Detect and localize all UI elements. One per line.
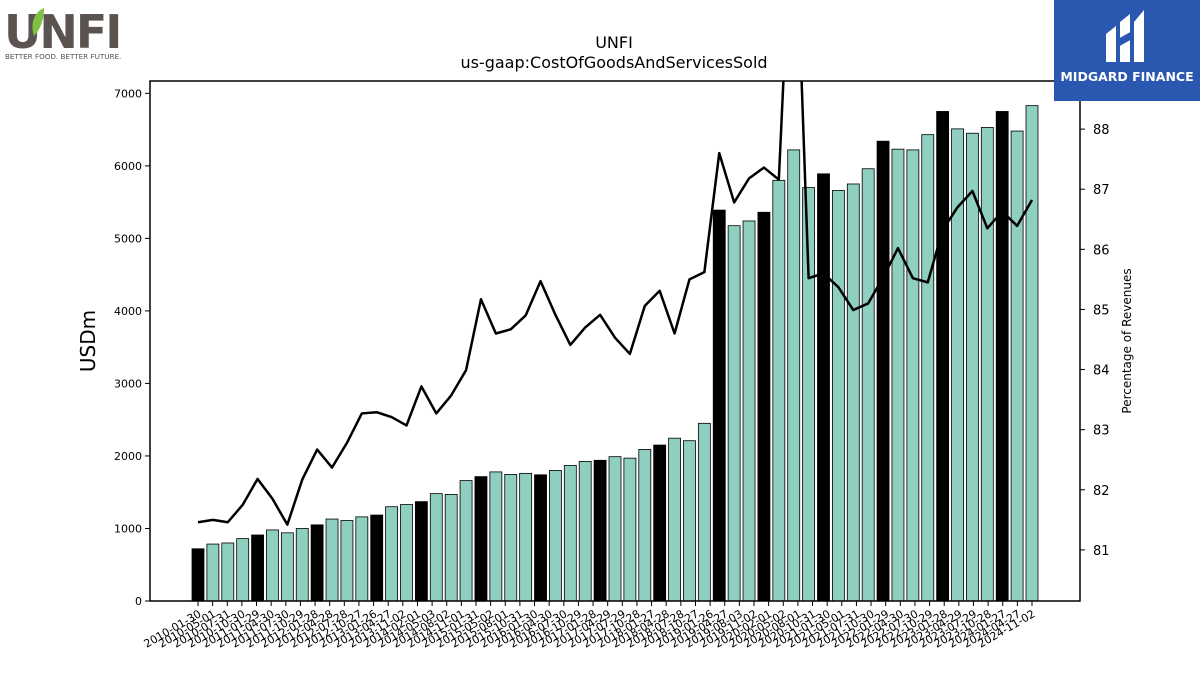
y2-tick-label: 85 [1093, 303, 1110, 318]
midgard-finance-name: MIDGARD FINANCE [1060, 69, 1194, 84]
y-tick-label: 3000 [114, 377, 142, 390]
y2-tick-label: 86 [1093, 243, 1110, 258]
bar [638, 449, 652, 602]
bar [400, 504, 413, 602]
y2-tick-label: 87 [1093, 183, 1110, 198]
bar [355, 516, 369, 602]
bar [668, 437, 681, 602]
y2-tick-label: 84 [1093, 364, 1110, 379]
y-axis: 0 1000 2000 3000 4000 5000 6000 7000 [114, 87, 150, 608]
y-axis-label: USDm [76, 310, 100, 372]
x-axis: 2010-01-302010-05-012010-07-312010-10-30… [142, 601, 1038, 651]
line-layer [197, 81, 1034, 526]
bar [221, 542, 235, 602]
bar [712, 209, 726, 602]
y2-tick-label: 82 [1093, 484, 1110, 499]
series-line [197, 81, 1034, 526]
bar [310, 524, 324, 602]
bar [504, 474, 518, 602]
bar [206, 543, 220, 602]
y2-axis: 81 82 83 84 85 86 87 88 [1080, 123, 1110, 559]
midgard-finance-logo: MIDGARD FINANCE [1054, 0, 1200, 101]
bar [236, 538, 250, 602]
bar [474, 476, 488, 602]
y-tick-label: 4000 [114, 305, 142, 318]
bars-layer [191, 105, 1039, 602]
bar [519, 472, 533, 602]
midgard-m-icon [1106, 10, 1144, 62]
bar [817, 173, 830, 602]
bar [772, 179, 786, 602]
bar [683, 440, 696, 602]
bar [251, 534, 264, 602]
bar [563, 464, 577, 602]
bar [489, 471, 503, 602]
y-tick-label: 6000 [114, 160, 142, 173]
bar [757, 211, 771, 602]
y2-tick-label: 81 [1093, 544, 1110, 559]
unfi-leaf-icon [32, 8, 44, 36]
chart-title: UNFI [595, 33, 633, 52]
bar [280, 532, 294, 602]
bar [385, 506, 399, 602]
bar [340, 520, 354, 602]
y-tick-label: 1000 [114, 522, 142, 535]
bar [325, 518, 339, 602]
y-tick-label: 5000 [114, 232, 142, 245]
y2-axis-label: Percentage of Revenues [1120, 268, 1134, 413]
bar [951, 128, 964, 602]
bar [861, 168, 875, 602]
bar [444, 493, 458, 602]
bar [742, 220, 756, 602]
bar [831, 190, 845, 602]
bar [266, 529, 279, 602]
bar [608, 456, 622, 602]
bar [846, 183, 860, 602]
bar [534, 474, 547, 602]
bar [876, 140, 890, 602]
bar [429, 493, 443, 602]
unfi-logo: UNFI BETTER FOOD. BETTER FUTURE. [4, 6, 122, 61]
y2-tick-label: 83 [1093, 424, 1110, 439]
bar [787, 149, 801, 602]
bar [549, 470, 562, 602]
unfi-logo-wordmark: UNFI [4, 6, 120, 59]
bar [906, 149, 920, 602]
bar [1025, 105, 1039, 602]
y-tick-label: 7000 [114, 87, 142, 100]
bar [653, 444, 667, 602]
bar [295, 528, 309, 602]
y-tick-label: 0 [135, 595, 142, 608]
unfi-logo-tagline: BETTER FOOD. BETTER FUTURE. [5, 52, 121, 61]
y-tick-label: 2000 [114, 450, 142, 463]
bar [459, 480, 473, 602]
bar [191, 548, 205, 602]
y2-tick-label: 88 [1093, 123, 1110, 138]
plot-frame [149, 80, 1081, 602]
bar [921, 134, 935, 602]
bar [623, 457, 637, 602]
bar [980, 127, 994, 602]
bar [891, 148, 905, 602]
bar [995, 111, 1009, 602]
bar [697, 422, 711, 602]
bar [593, 459, 607, 602]
bar [936, 111, 950, 602]
bar [1010, 130, 1024, 602]
bar [414, 501, 428, 602]
bar [578, 460, 592, 602]
bar [727, 225, 741, 602]
chart-subtitle: us-gaap:CostOfGoodsAndServicesSold [460, 53, 767, 72]
bar [370, 514, 384, 602]
